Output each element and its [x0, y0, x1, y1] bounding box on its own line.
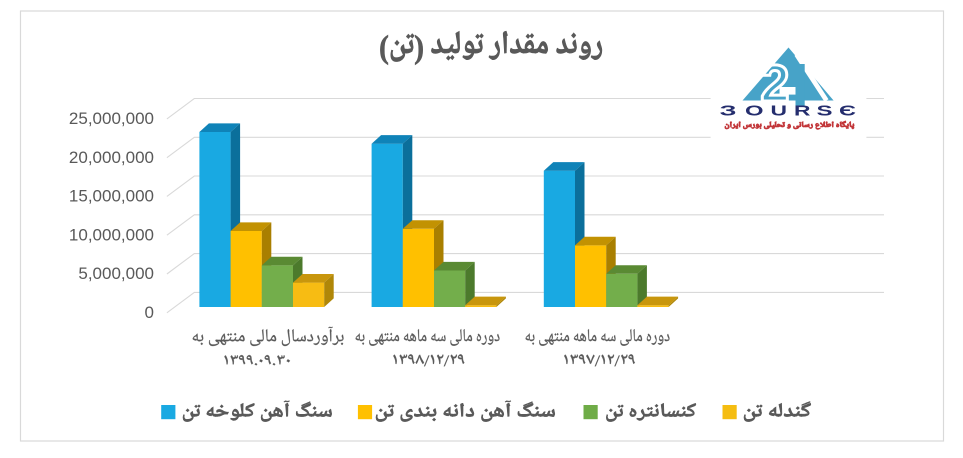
- svg-text:15,000,000: 15,000,000: [69, 187, 154, 206]
- svg-text:R: R: [794, 104, 811, 120]
- svg-text:0: 0: [145, 303, 154, 322]
- svg-text:10,000,000: 10,000,000: [69, 225, 154, 244]
- svg-text:S: S: [817, 104, 834, 120]
- svg-text:Є: Є: [839, 104, 856, 120]
- svg-text:25,000,000: 25,000,000: [69, 109, 154, 128]
- svg-text:U: U: [771, 104, 788, 120]
- svg-text:2: 2: [761, 55, 790, 113]
- svg-text:З: З: [720, 104, 737, 120]
- svg-text:20,000,000: 20,000,000: [69, 148, 154, 167]
- svg-text:5,000,000: 5,000,000: [78, 264, 154, 283]
- svg-text:O: O: [745, 104, 764, 120]
